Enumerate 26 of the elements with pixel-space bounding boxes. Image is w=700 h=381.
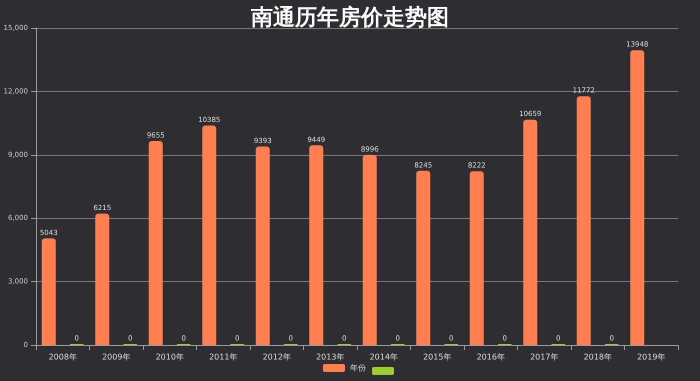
bar (576, 96, 591, 345)
bar (523, 120, 538, 345)
bar (148, 140, 163, 345)
x-tick-label: 2017年 (530, 352, 558, 362)
bar (256, 146, 270, 345)
x-tick-label: 2008年 (48, 352, 77, 362)
x-tick-label: 2011年 (209, 352, 238, 362)
bar (309, 145, 324, 345)
x-tick-label: 2018年 (584, 352, 612, 362)
bar (416, 170, 430, 345)
x-tick-label: 2016年 (476, 352, 505, 362)
chart-title: 南通历年房价走势图 (250, 4, 449, 30)
bar (630, 50, 644, 345)
x-tick-label: 2012年 (262, 352, 291, 362)
x-tick-label: 2015年 (423, 352, 452, 362)
bar (202, 126, 216, 345)
x-tick-label: 2014年 (370, 352, 398, 362)
x-tick-label: 2013年 (316, 352, 344, 362)
bar (362, 154, 377, 345)
bar (42, 238, 56, 345)
legend-label: 年份 (350, 364, 366, 372)
bar (470, 171, 484, 345)
x-tick-label: 2019年 (637, 352, 666, 362)
x-tick-label: 2009年 (102, 352, 130, 362)
x-tick-label: 2010年 (156, 352, 184, 362)
bar (95, 214, 110, 345)
